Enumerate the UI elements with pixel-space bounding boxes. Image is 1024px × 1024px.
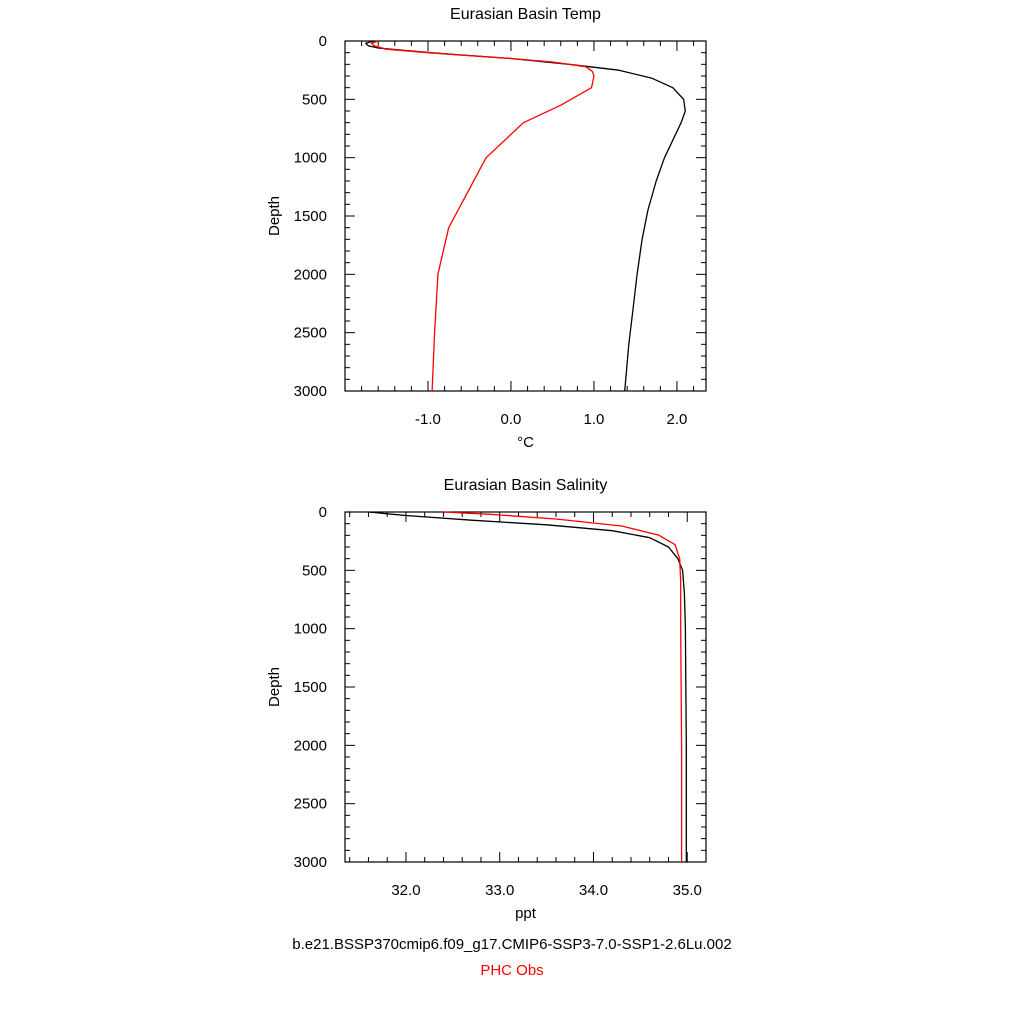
salinity-ytick-label: 1500 [294, 679, 327, 696]
salinity-chart-title: Eurasian Basin Salinity [444, 477, 608, 494]
salinity-panel: 32.0 33.0 34.0 35.0 0 500 1000 1500 2000 2500 3000… [266, 477, 707, 922]
temp-chart-title: Eurasian Basin Temp [450, 6, 601, 23]
temp-xtick-label: 2.0 [667, 411, 688, 428]
salinity-xtick-label: 35.0 [673, 882, 702, 899]
temp-ytick-label: 500 [302, 91, 327, 108]
temp-panel: -1.0 0.0 1.0 2.0 0 500 1000 1500 2000 2500 3000 Eur… [266, 6, 707, 451]
salinity-plot-frame [344, 511, 707, 863]
salinity-model-line [368, 511, 687, 862]
temp-y-axis-label: Depth [266, 196, 283, 236]
temp-ytick-label: 2500 [294, 325, 327, 342]
temp-obs-line [370, 40, 595, 392]
temp-xtick-label: 1.0 [584, 411, 605, 428]
salinity-ytick-label: 500 [302, 562, 327, 579]
salinity-xtick-label: 32.0 [391, 882, 420, 899]
salinity-xtick-label: 33.0 [485, 882, 514, 899]
temp-x-axis-label: °C [517, 434, 534, 451]
temp-ytick-label: 1500 [294, 208, 327, 225]
temp-ytick-label: 1000 [294, 150, 327, 167]
salinity-y-axis-label: Depth [266, 667, 283, 707]
temp-xtick-label: 0.0 [501, 411, 522, 428]
salinity-ytick-label: 0 [319, 504, 327, 521]
temp-plot-frame [344, 40, 707, 392]
salinity-x-axis-label: ppt [515, 905, 537, 922]
salinity-ytick-label: 2000 [294, 737, 327, 754]
temp-xtick-label: -1.0 [415, 411, 441, 428]
salinity-xtick-label: 34.0 [579, 882, 608, 899]
legend-obs: PHC Obs [480, 962, 544, 979]
temp-ytick-label: 3000 [294, 383, 327, 400]
temp-model-line [365, 40, 686, 392]
temp-ytick-label: 0 [319, 33, 327, 50]
salinity-ytick-label: 2500 [294, 796, 327, 813]
salinity-obs-line [443, 511, 683, 862]
salinity-ytick-label: 3000 [294, 854, 327, 871]
legend-model-run: b.e21.BSSP370cmip6.f09_g17.CMIP6-SSP3-7.… [292, 936, 732, 953]
salinity-ytick-label: 1000 [294, 621, 327, 638]
temp-ytick-label: 2000 [294, 266, 327, 283]
